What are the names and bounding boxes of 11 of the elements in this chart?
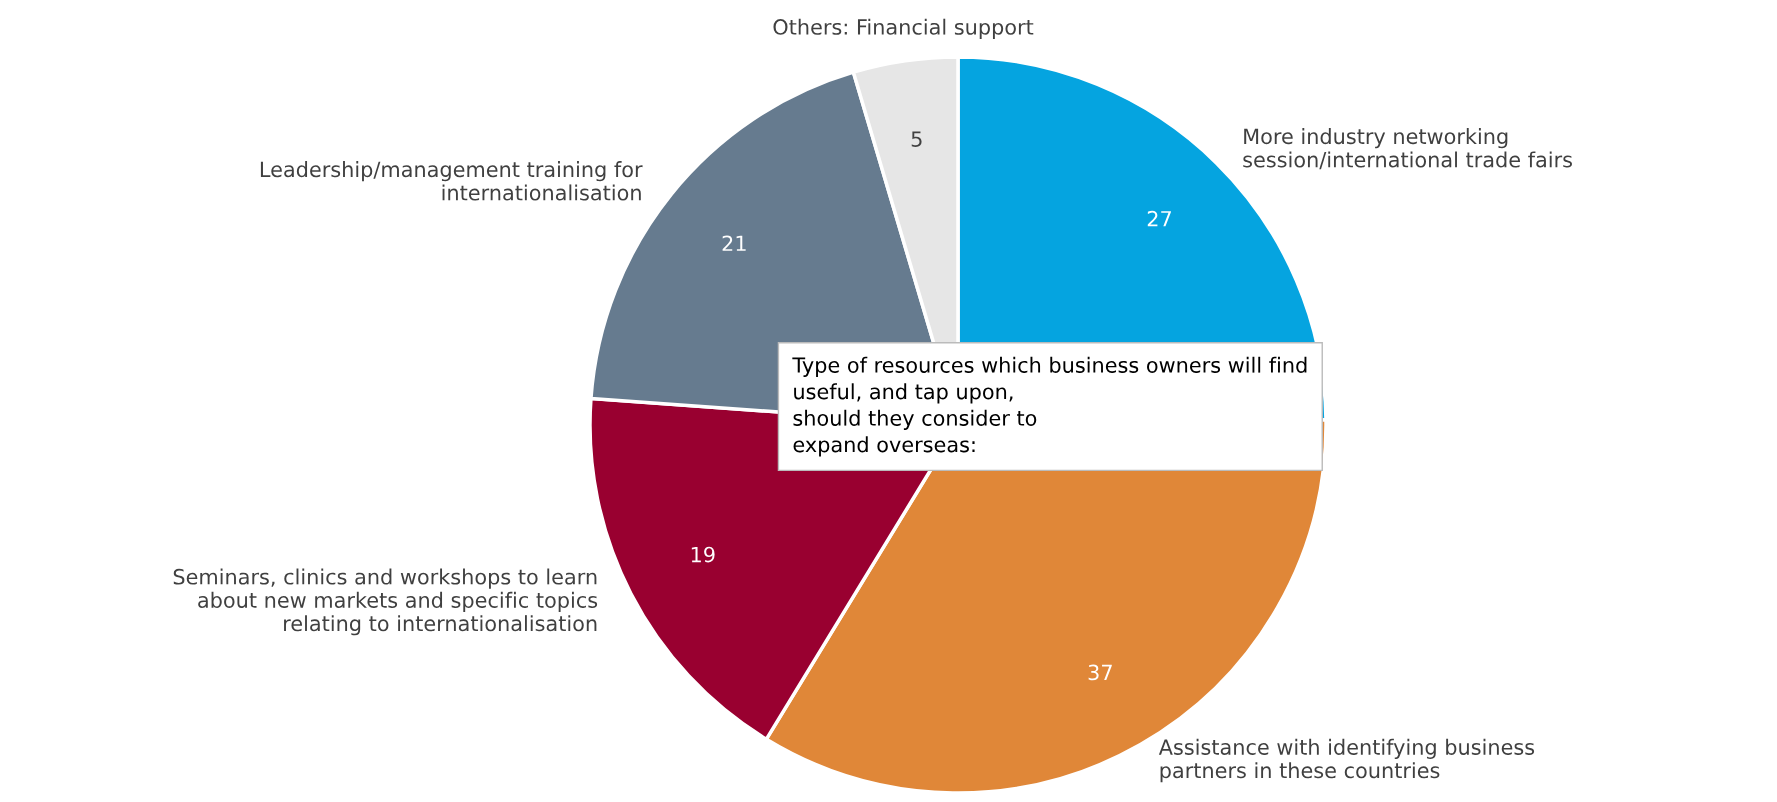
data-label: 5 (911, 131, 922, 147)
slice-label: Others: Financial support (773, 18, 1034, 39)
text: Type of resources which business owners will find useful, and tap upon, should they consider to expand overseas: (792, 356, 1307, 457)
data-label: 19 (691, 546, 715, 563)
slice-label: Seminars, clinics and workshops to learn about new markets and specific topics relating to internationalisation (173, 568, 598, 636)
data-label: 37 (1088, 664, 1112, 681)
slice-label: Leadership/management training for internationalisation (260, 161, 643, 201)
data-label: 27 (1147, 210, 1171, 227)
data-label: 21 (722, 235, 746, 251)
slice-label: More industry networking session/international trade fairs (1243, 128, 1572, 170)
slice-label: Assistance with identifying business partners in these countries (1158, 738, 1535, 783)
